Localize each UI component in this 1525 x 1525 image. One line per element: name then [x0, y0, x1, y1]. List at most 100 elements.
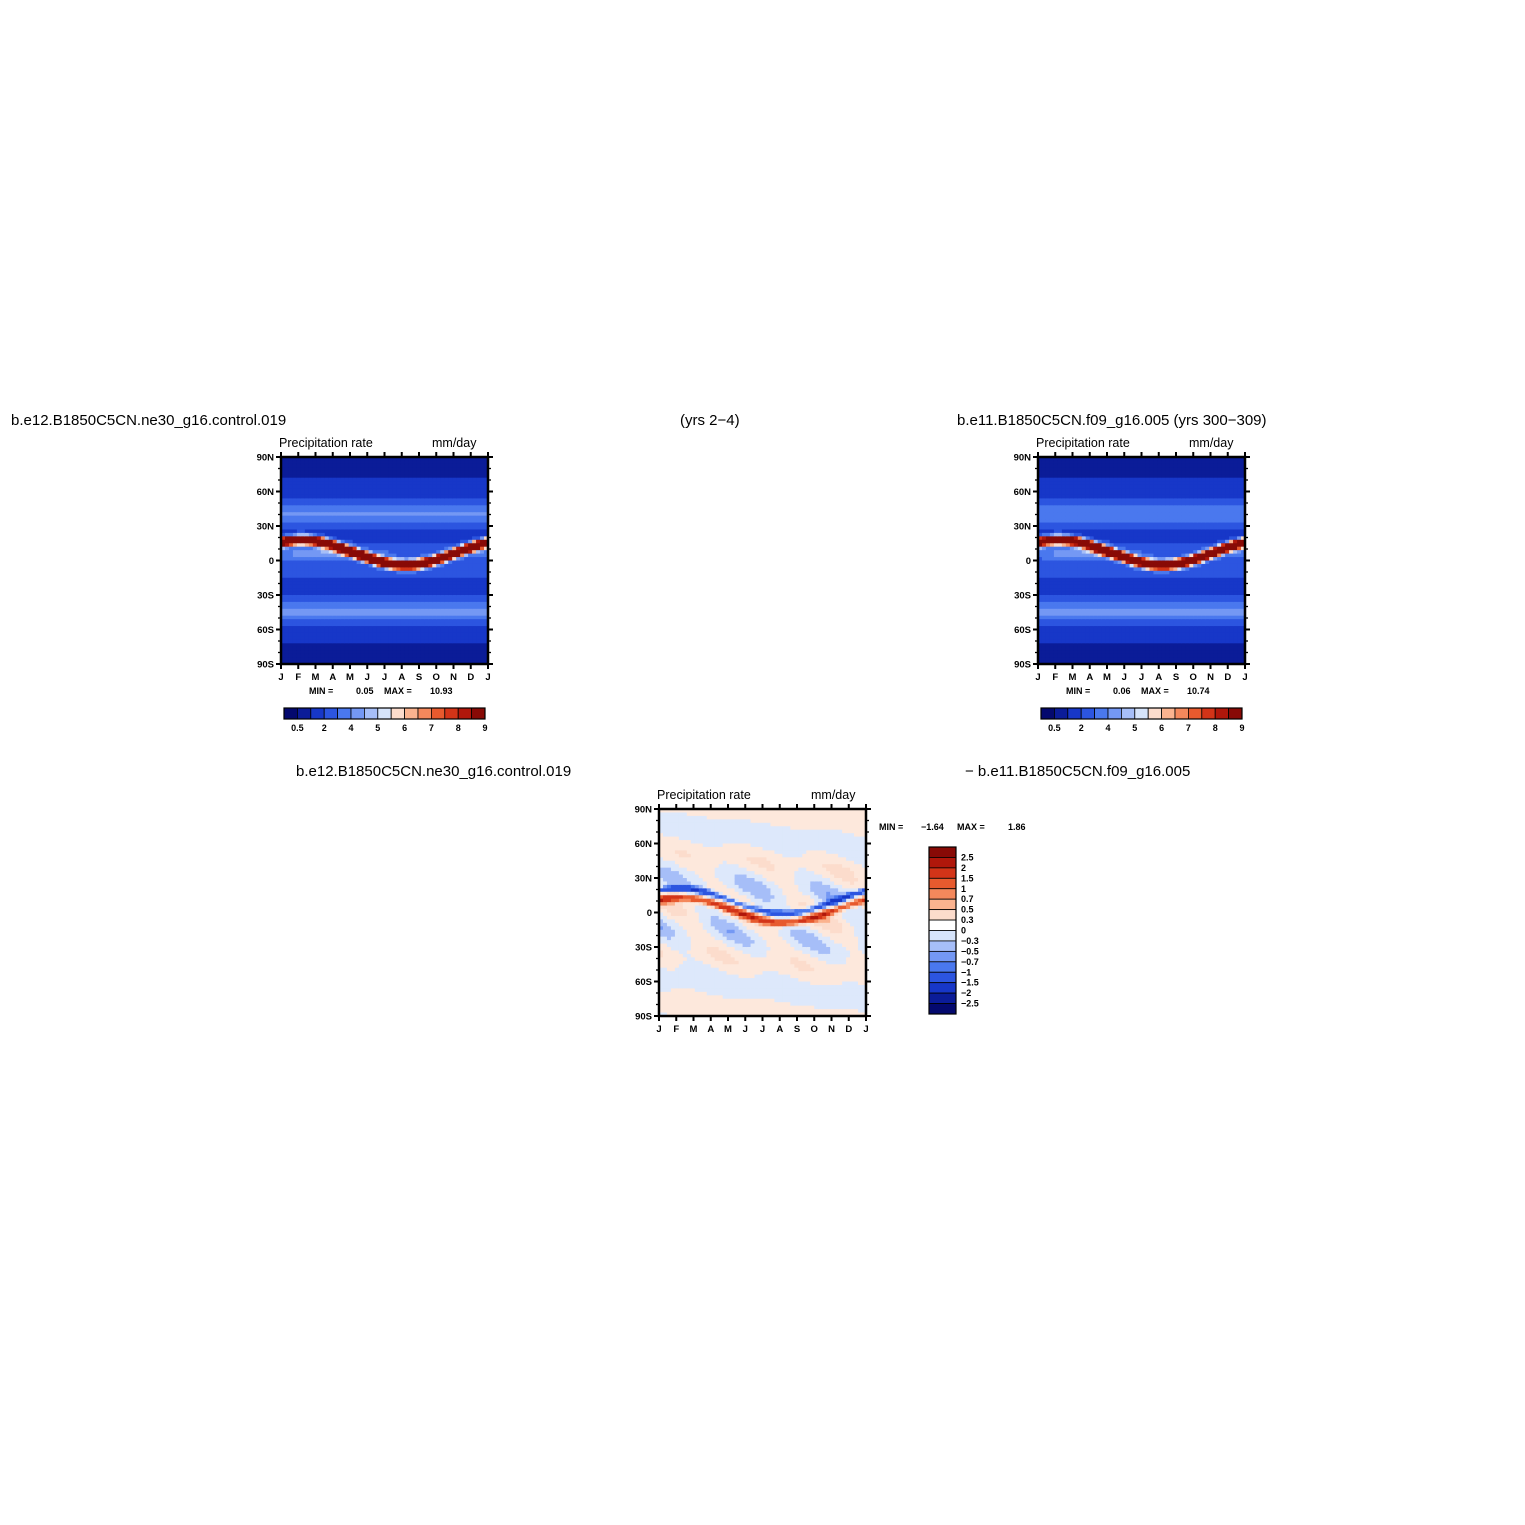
heatmap-cell: [1069, 491, 1075, 496]
heatmap-cell: [1145, 570, 1151, 575]
heatmap-cell: [1129, 605, 1135, 610]
heatmap-cell: [284, 632, 290, 637]
heatmap-cell: [1105, 532, 1111, 537]
heatmap-cell: [332, 581, 338, 586]
heatmap-cell: [1073, 660, 1079, 665]
heatmap-cell: [416, 553, 421, 558]
heatmap-cell: [1101, 505, 1107, 510]
heatmap-cell: [1093, 512, 1099, 517]
heatmap-cell: [324, 460, 330, 465]
heatmap-cell: [368, 629, 374, 634]
heatmap-cell: [372, 595, 378, 600]
heatmap-cell: [296, 460, 302, 465]
heatmap-cell: [1061, 488, 1067, 493]
heatmap-cell: [396, 460, 402, 465]
heatmap-cell: [1149, 632, 1155, 637]
heatmap-cell: [384, 615, 390, 620]
heatmap-cell: [380, 526, 386, 531]
heatmap-cell: [308, 563, 314, 568]
heatmap-cell: [1081, 526, 1087, 531]
heatmap-cell: [344, 546, 350, 551]
heatmap-cell: [292, 467, 298, 472]
heatmap-cell: [384, 557, 390, 562]
heatmap-cell: [1053, 605, 1059, 610]
heatmap-cell: [472, 612, 477, 617]
heatmap-cell: [1049, 660, 1055, 665]
heatmap-cell: [1097, 650, 1103, 655]
heatmap-cell: [1081, 522, 1087, 527]
heatmap-cell: [320, 463, 326, 468]
heatmap-cell: [360, 567, 366, 572]
heatmap-cell: [1121, 629, 1127, 634]
heatmap-cell: [1117, 574, 1123, 579]
heatmap-cell: [316, 563, 322, 568]
heatmap-cell: [320, 619, 326, 624]
heatmap-cell: [1057, 505, 1063, 510]
heatmap-cell: [1081, 529, 1087, 534]
heatmap-cell: [1073, 577, 1079, 582]
heatmap-cell: [1137, 612, 1143, 617]
heatmap-cell: [1089, 491, 1095, 496]
heatmap-cell: [444, 612, 449, 617]
heatmap-cell: [404, 477, 409, 482]
heatmap-cell: [1045, 488, 1051, 493]
heatmap-cell: [1053, 646, 1059, 651]
heatmap-cell: [332, 457, 338, 462]
heatmap-cell: [472, 539, 477, 544]
heatmap-cell: [1061, 591, 1067, 596]
heatmap-cell: [1093, 615, 1099, 620]
heatmap-cell: [456, 632, 461, 637]
heatmap-cell: [1125, 539, 1131, 544]
heatmap-cell: [464, 526, 469, 531]
heatmap-cell: [1065, 508, 1071, 513]
heatmap-cell: [1081, 532, 1087, 537]
heatmap-cell: [288, 601, 294, 606]
heatmap-cell: [1057, 501, 1063, 506]
heatmap-cell: [468, 563, 473, 568]
heatmap-cell: [480, 457, 485, 462]
heatmap-cell: [352, 491, 358, 496]
heatmap-cell: [484, 550, 489, 555]
heatmap-cell: [348, 605, 354, 610]
heatmap-cell: [1117, 639, 1123, 644]
heatmap-cell: [420, 546, 425, 551]
heatmap-cell: [436, 557, 441, 562]
heatmap-cell: [436, 481, 441, 486]
heatmap-cell: [376, 515, 382, 520]
heatmap-cell: [440, 646, 445, 651]
heatmap-cell: [1125, 574, 1131, 579]
heatmap-cell: [324, 584, 330, 589]
heatmap-cell: [416, 550, 421, 555]
heatmap-cell: [1137, 646, 1143, 651]
heatmap-cell: [1038, 467, 1043, 472]
heatmap-cell: [312, 470, 318, 475]
heatmap-cell: [392, 539, 398, 544]
heatmap-cell: [1093, 653, 1099, 658]
heatmap-cell: [468, 657, 473, 662]
heatmap-cell: [1053, 584, 1059, 589]
heatmap-cell: [1141, 612, 1147, 617]
colorbar-box: [377, 707, 392, 720]
heatmap-cell: [420, 657, 425, 662]
heatmap-cell: [460, 477, 465, 482]
heatmap-cell: [1057, 605, 1063, 610]
heatmap-cell: [1105, 619, 1111, 624]
heatmap-cell: [1085, 522, 1091, 527]
colorbar-box: [457, 707, 473, 720]
heatmap-cell: [1089, 612, 1095, 617]
heatmap-cell: [456, 477, 461, 482]
heatmap-cell: [456, 519, 461, 524]
heatmap-cell: [1061, 543, 1067, 548]
heatmap-cell: [1038, 605, 1043, 610]
heatmap-cell: [344, 560, 350, 565]
heatmap-cell: [300, 646, 306, 651]
heatmap-cell: [428, 488, 433, 493]
heatmap-cell: [344, 608, 350, 613]
heatmap-cell: [344, 577, 350, 582]
heatmap-cell: [424, 612, 429, 617]
heatmap-cell: [424, 536, 429, 541]
heatmap-cell: [364, 653, 370, 658]
heatmap-cell: [380, 601, 386, 606]
heatmap-cell: [436, 526, 441, 531]
heatmap-cell: [1093, 598, 1099, 603]
